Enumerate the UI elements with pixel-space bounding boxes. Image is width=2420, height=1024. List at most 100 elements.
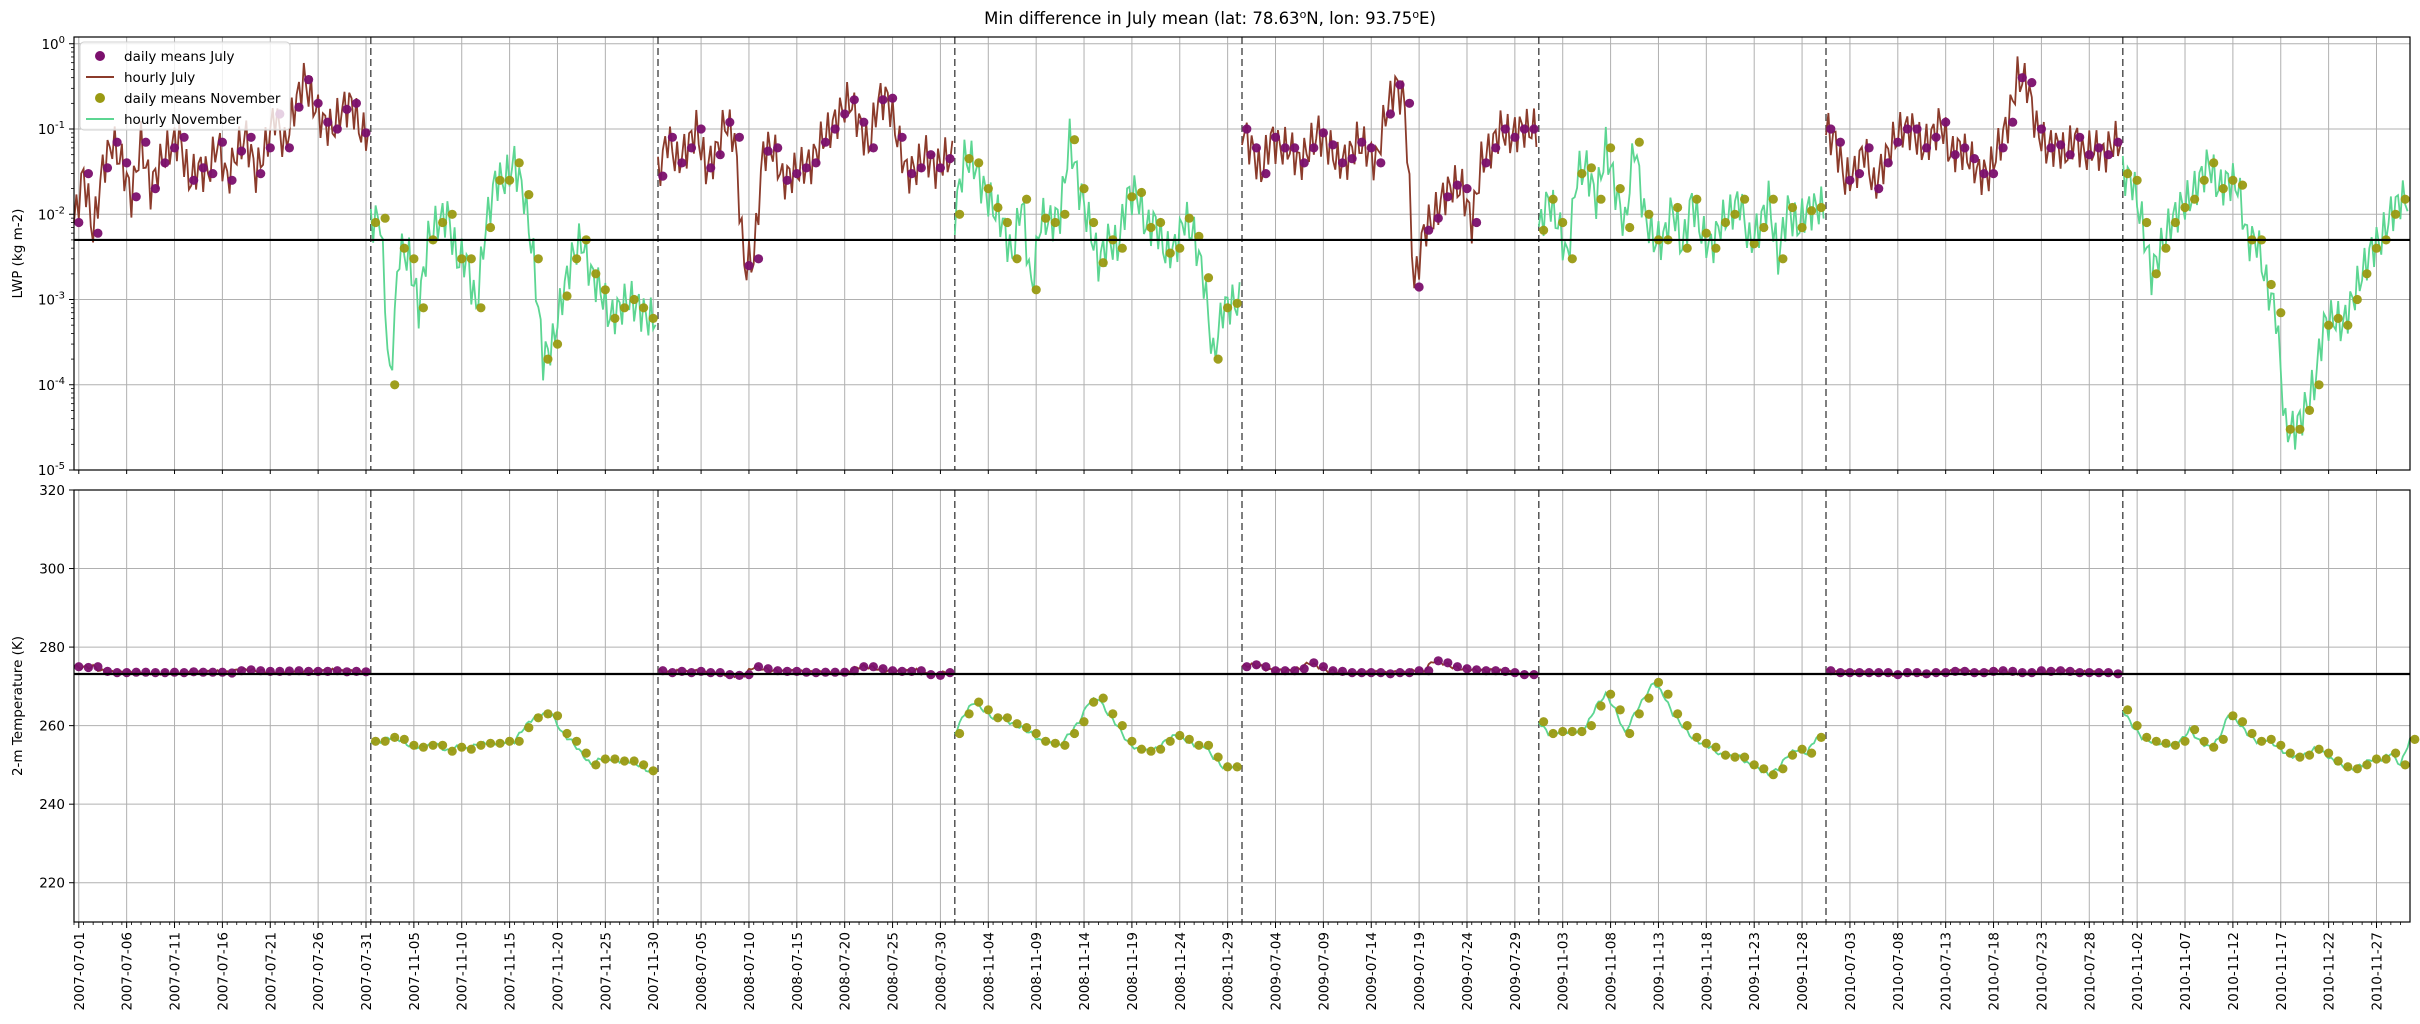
daily-means-november-point [572,254,582,264]
x-tick-label: 2008-11-04 [981,932,997,1010]
x-tick-label: 2007-07-16 [215,932,231,1010]
lwp-panel: 10-5 10-4 10-3 10-2 10-1 100 LWP (kg m-2) [10,35,2411,479]
daily-means-july-point [112,137,122,147]
daily-means-november-point [1156,217,1166,228]
daily-means-november-point [2333,756,2343,766]
daily-means-july-point [1921,143,1932,153]
daily-means-july-point [1299,664,1309,674]
daily-means-november-point [562,728,572,739]
daily-means-november-point [1682,721,1692,731]
daily-means-november-point [1069,135,1080,145]
daily-means-november-point [1022,723,1032,733]
daily-means-november-point [1213,752,1223,762]
x-tick-label: 2010-11-07 [2178,932,2194,1010]
daily-means-november-point [1223,303,1233,313]
daily-means-november-point [1720,750,1731,760]
daily-means-july-point [208,169,218,179]
x-tick-label: 2007-07-21 [263,932,279,1010]
daily-means-july-point [945,668,955,678]
daily-means-november-point [2304,405,2315,415]
daily-means-november-point [974,697,984,707]
daily-means-july-point [2065,150,2075,160]
daily-means-november-point [1012,254,1022,264]
daily-means-november-point [974,158,984,168]
daily-means-november-point [447,209,457,219]
daily-means-july-point [1481,158,1491,168]
daily-means-july-point [1931,132,1941,142]
daily-means-july-point [2113,137,2123,147]
daily-means-july-point [323,117,333,127]
daily-means-july-point [926,150,936,160]
daily-means-july-point [150,184,160,194]
daily-means-november-point [2391,748,2401,758]
x-tick-label: 2009-07-24 [1460,932,1476,1010]
daily-means-november-point [1644,209,1654,219]
daily-means-july-point [332,124,342,134]
daily-means-july-point [284,143,294,153]
daily-means-november-point [399,734,409,745]
x-tick-label: 2007-07-26 [311,932,327,1010]
daily-means-november-point [1586,163,1596,173]
daily-means-july-point [878,95,888,105]
daily-means-july-point [1280,143,1290,153]
daily-means-november-point [2391,209,2401,219]
daily-means-july-point [1845,175,1855,185]
daily-means-november-point [2161,243,2171,253]
daily-means-november-point [1778,254,1788,264]
y-axis-label: 2-m Temperature (K) [10,636,26,776]
daily-means-november-point [1567,254,1577,264]
daily-means-july-point [1998,143,2008,153]
daily-means-november-point [1060,740,1070,750]
legend: daily means July hourly July daily means N… [79,41,291,131]
daily-means-july-point [1854,169,1865,179]
x-tick-label: 2008-11-29 [1221,932,1237,1010]
daily-means-july-point [313,98,323,108]
y-tick-label: 10-5 [38,461,65,479]
daily-means-november-point [1165,248,1175,258]
y-tick-label: 240 [39,797,65,813]
x-tick-label: 2007-07-31 [359,932,375,1010]
y-tick-label: 260 [39,719,65,735]
x-tick-label: 2007-11-25 [598,932,614,1010]
daily-means-july-point [1404,98,1415,108]
daily-means-november-point [1740,752,1750,762]
x-tick-label: 2010-07-23 [2034,932,2050,1010]
daily-means-november-point [1787,750,1798,760]
daily-means-july-point [265,143,275,153]
hourly-november-line [2121,149,2409,450]
x-tick-label: 2008-07-20 [838,932,854,1010]
daily-means-november-point [1701,738,1711,748]
daily-means-november-point [428,740,438,750]
daily-means-july-point [1969,154,1979,164]
daily-means-july-point [1357,668,1367,678]
daily-means-july-point [1309,143,1319,153]
daily-means-november-point [2352,294,2362,305]
daily-means-july-point [160,158,170,168]
daily-means-november-point [1740,194,1750,204]
daily-means-november-point [1634,709,1644,719]
daily-means-november-point [399,243,409,253]
y-tick-label: 300 [39,562,65,578]
daily-means-july-point [93,228,103,238]
daily-means-november-point [1203,273,1214,283]
daily-means-november-point [1816,732,1826,743]
daily-means-november-point [524,723,534,733]
hourly-november-line [954,696,1241,770]
daily-means-july-point [830,667,840,677]
daily-means-november-point [2161,738,2171,748]
x-tick-label: 2009-11-13 [1651,932,1667,1010]
y-tick-label: 220 [39,876,65,892]
daily-means-november-point [418,303,428,313]
daily-means-july-point [706,163,716,173]
daily-means-july-point [868,143,879,153]
daily-means-november-point [1079,717,1089,727]
daily-means-july-point [2084,668,2094,678]
daily-means-july-point [715,150,725,160]
daily-means-november-point [552,711,563,721]
daily-means-november-point [495,738,505,748]
daily-means-july-point [217,667,227,677]
daily-means-november-point [2295,424,2305,434]
daily-means-november-point [964,154,974,164]
x-tick-label: 2007-07-06 [120,932,136,1010]
daily-means-november-point [457,742,467,752]
